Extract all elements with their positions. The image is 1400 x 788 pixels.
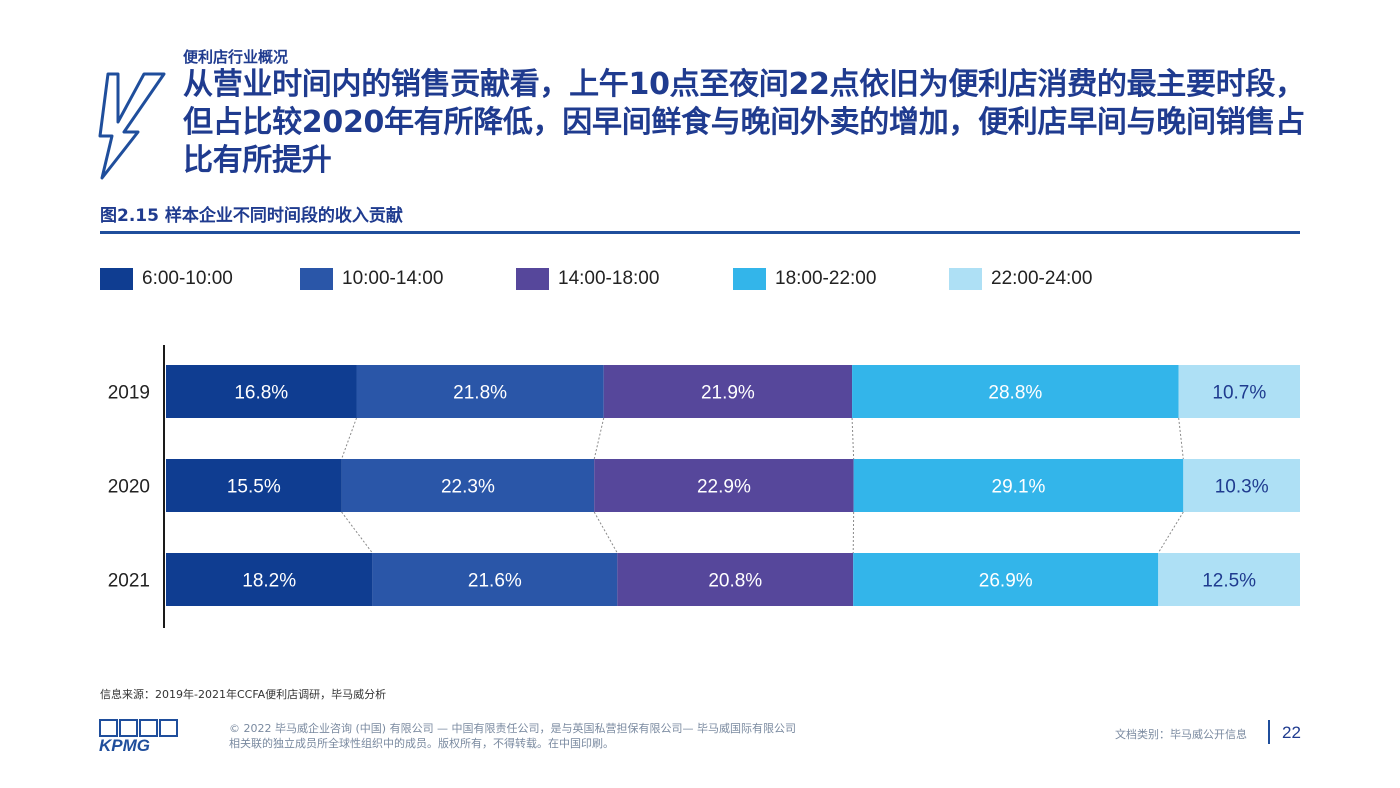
bar-segment-2020-2 xyxy=(341,459,595,512)
data-label-2021-1: 18.2% xyxy=(242,571,296,592)
series-connector-line xyxy=(593,511,618,554)
legend-item-14-18: 14:00-18:00 xyxy=(516,266,659,292)
bar-segment-2020-1 xyxy=(166,459,342,512)
section-label: 便利店行业概况 xyxy=(183,48,289,66)
bar-segment-2020-5 xyxy=(1183,459,1300,512)
category-label-2021: 2021 xyxy=(108,571,150,592)
bar-segment-2019-5 xyxy=(1178,365,1300,418)
data-label-2019-2: 21.8% xyxy=(453,383,507,404)
data-label-2019-5: 10.7% xyxy=(1212,383,1266,404)
series-connector-line xyxy=(341,417,357,460)
legend-label: 6:00-10:00 xyxy=(142,268,233,289)
data-label-2021-3: 20.8% xyxy=(708,571,762,592)
legend-item-10-14: 10:00-14:00 xyxy=(300,266,443,292)
page-number-divider xyxy=(1268,720,1270,744)
data-label-2020-3: 22.9% xyxy=(697,477,751,498)
document-classification: 文档类别：毕马威公开信息 xyxy=(1115,728,1247,741)
data-label-2019-4: 28.8% xyxy=(988,383,1042,404)
bar-segment-2021-1 xyxy=(166,553,373,606)
bar-segment-2021-3 xyxy=(617,553,854,606)
category-label-2019: 2019 xyxy=(108,383,150,404)
page-number: 22 xyxy=(1282,723,1301,742)
bar-segment-2019-1 xyxy=(166,365,357,418)
data-label-2020-1: 15.5% xyxy=(227,477,281,498)
copyright-line-1: © 2022 毕马威企业咨询 (中国) 有限公司 — 中国有限责任公司，是与英国… xyxy=(229,722,797,735)
bar-segment-2021-4 xyxy=(853,553,1159,606)
legend-item-6-10: 6:00-10:00 xyxy=(100,266,233,292)
copyright-line-2: 相关联的独立成员所全球性组织中的成员。版权所有，不得转载。在中国印刷。 xyxy=(229,737,614,750)
bar-segment-2021-5 xyxy=(1158,553,1300,606)
bar-segment-2020-3 xyxy=(594,459,854,512)
chart-legend: 6:00-10:00 10:00-14:00 14:00-18:00 18:00… xyxy=(100,266,1300,292)
kpmg-wordmark: KPMG xyxy=(99,736,150,753)
data-label-2019-3: 21.9% xyxy=(701,383,755,404)
series-connector-line xyxy=(341,511,373,554)
bar-segment-2019-3 xyxy=(603,365,853,418)
data-label-2019-1: 16.8% xyxy=(234,383,288,404)
legend-swatch xyxy=(733,268,766,290)
legend-label: 18:00-22:00 xyxy=(775,268,877,289)
data-label-2021-5: 12.5% xyxy=(1202,571,1256,592)
data-label-2020-5: 10.3% xyxy=(1215,477,1269,498)
legend-swatch xyxy=(516,268,549,290)
bar-segment-2019-2 xyxy=(356,365,604,418)
data-label-2021-2: 21.6% xyxy=(468,571,522,592)
bar-segment-2020-4 xyxy=(853,459,1184,512)
bar-segment-2021-2 xyxy=(372,553,618,606)
legend-item-22-24: 22:00-24:00 xyxy=(949,266,1092,292)
title-divider xyxy=(100,231,1300,234)
bar-segment-2019-4 xyxy=(852,365,1179,418)
series-connector-line xyxy=(1178,417,1184,460)
legend-label: 14:00-18:00 xyxy=(558,268,660,289)
figure-title: 图2.15 样本企业不同时间段的收入贡献 xyxy=(100,206,403,226)
legend-swatch xyxy=(100,268,133,290)
data-label-2020-4: 29.1% xyxy=(992,477,1046,498)
lightning-logo-icon xyxy=(98,72,166,180)
legend-label: 10:00-14:00 xyxy=(342,268,444,289)
data-label-2020-2: 22.3% xyxy=(441,477,495,498)
source-note: 信息来源：2019年-2021年CCFA便利店调研，毕马威分析 xyxy=(100,688,387,701)
kpmg-logo: KPMG xyxy=(99,719,178,753)
series-connector-line xyxy=(1157,511,1184,554)
legend-swatch xyxy=(949,268,982,290)
page-title: 从营业时间内的销售贡献看，上午10点至夜间22点依旧为便利店消费的最主要时段，但… xyxy=(183,67,1305,178)
legend-swatch xyxy=(300,268,333,290)
legend-item-18-22: 18:00-22:00 xyxy=(733,266,876,292)
series-connector-line xyxy=(851,417,855,460)
copyright-notice: © 2022 毕马威企业咨询 (中国) 有限公司 — 中国有限责任公司，是与英国… xyxy=(229,721,849,751)
series-connector-line xyxy=(593,417,605,460)
data-label-2021-4: 26.9% xyxy=(979,571,1033,592)
legend-label: 22:00-24:00 xyxy=(991,268,1093,289)
category-label-2020: 2020 xyxy=(108,477,150,498)
